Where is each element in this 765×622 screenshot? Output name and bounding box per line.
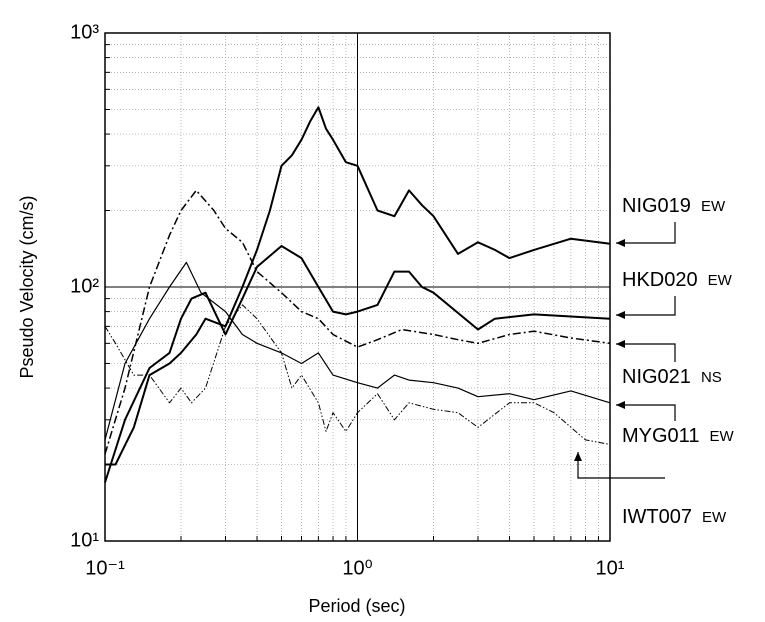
series-label: NIG021 NS	[622, 366, 722, 388]
series-label: IWT007 EW	[622, 506, 727, 528]
x-tick-label: 10⁻¹	[85, 557, 125, 579]
label-arrow	[616, 404, 676, 421]
label-arrow	[616, 296, 676, 316]
series-component: EW	[701, 198, 726, 215]
label-arrow	[616, 343, 676, 362]
series-line	[104, 245, 611, 483]
series-line	[104, 304, 611, 445]
y-tick-label: 10³	[70, 21, 99, 43]
x-axis-label: Period (sec)	[308, 596, 405, 616]
series-line	[104, 261, 611, 441]
arrow-head	[616, 311, 625, 319]
series-component: EW	[709, 428, 734, 445]
series-name: MYG011	[622, 425, 699, 447]
arrow-head	[616, 401, 625, 409]
series-label: NIG019 EW	[622, 195, 726, 217]
series-label: MYG011 EW	[622, 425, 734, 447]
y-axis-label: Pseudo Velocity (cm/s)	[17, 195, 37, 378]
series-name: IWT007	[622, 506, 692, 528]
x-tick-label: 10¹	[596, 557, 625, 579]
series-name: NIG019	[622, 195, 691, 217]
series-line	[105, 106, 611, 466]
arrow-head	[616, 239, 625, 247]
x-tick-label: 10⁰	[342, 557, 372, 579]
series-line	[104, 189, 611, 455]
arrow-head	[616, 340, 625, 348]
series-component: EW	[702, 509, 727, 526]
y-tick-label: 10²	[70, 275, 99, 297]
series-name: HKD020	[622, 269, 698, 291]
label-arrow	[577, 452, 665, 479]
arrow-head	[574, 452, 582, 461]
series-component: NS	[701, 369, 722, 386]
series-component: EW	[708, 272, 733, 289]
label-arrow	[616, 222, 676, 244]
y-tick-label: 10¹	[70, 529, 99, 551]
plot-frame	[104, 32, 611, 542]
series-label: HKD020 EW	[622, 269, 733, 291]
series-name: NIG021	[622, 366, 691, 388]
